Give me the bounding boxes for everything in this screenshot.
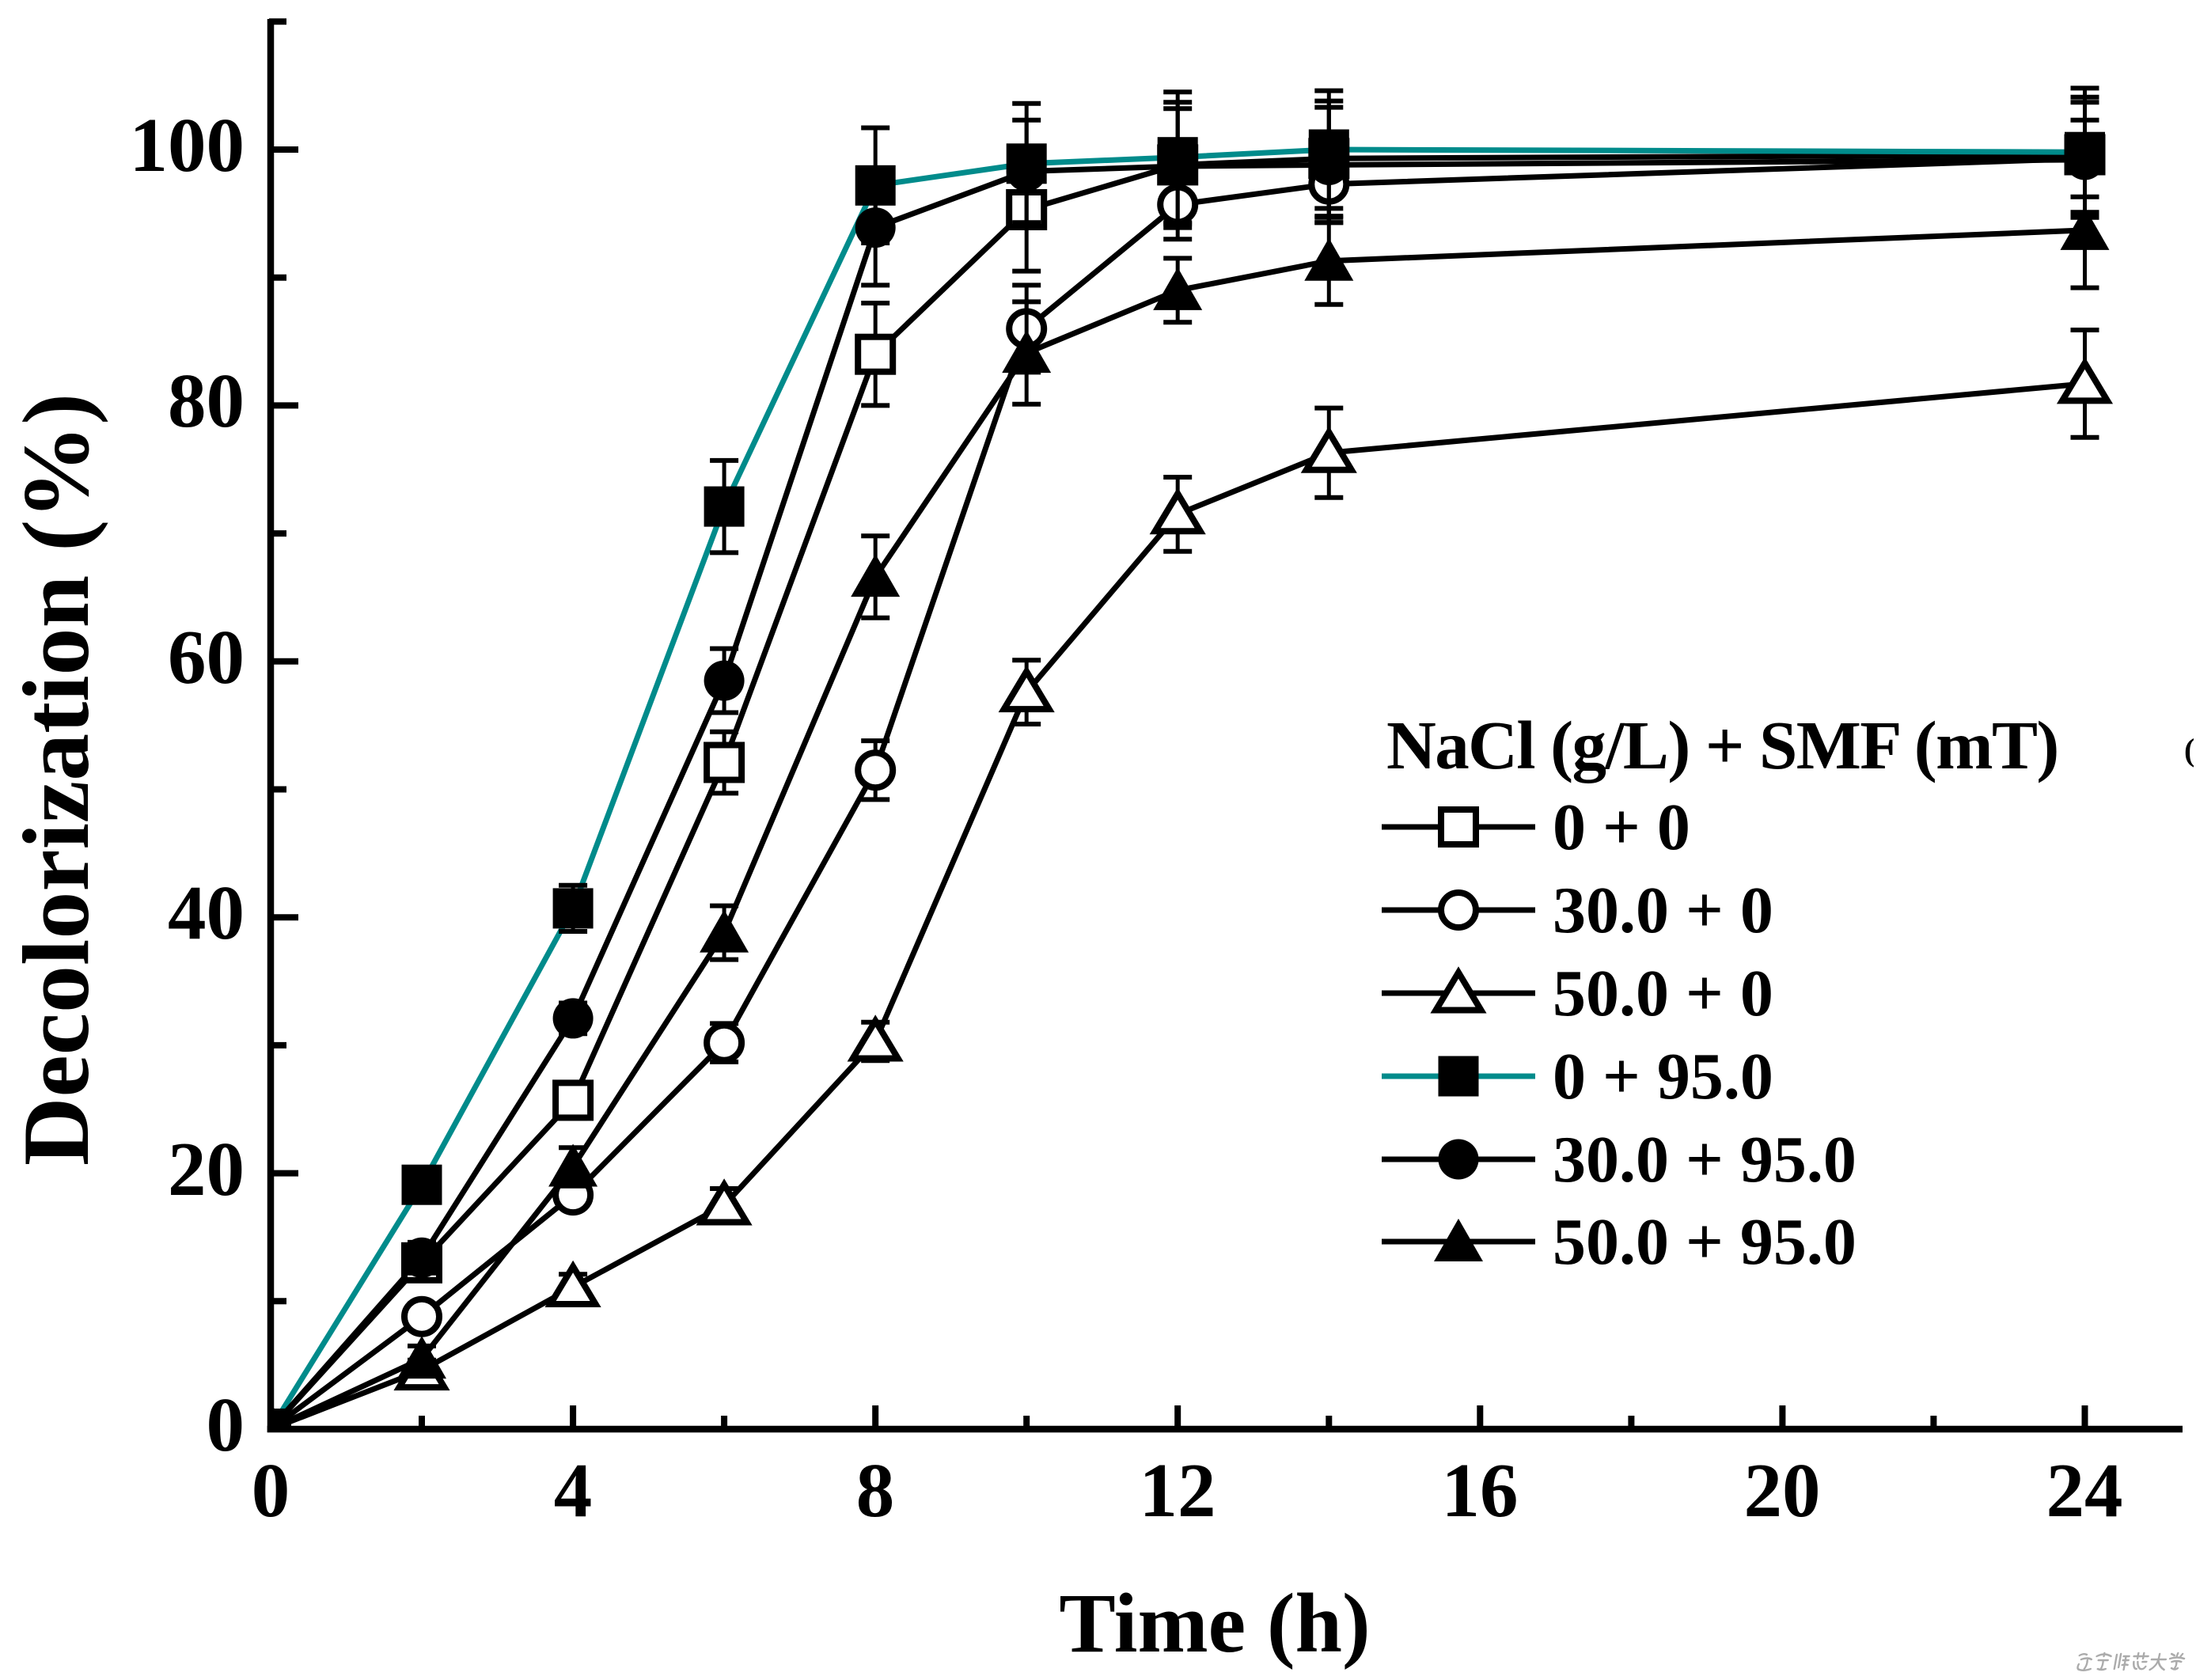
- svg-text:Time (h): Time (h): [1059, 1577, 1370, 1671]
- svg-text:Decolorization (%): Decolorization (%): [3, 393, 108, 1166]
- svg-text:60: 60: [168, 615, 245, 700]
- svg-text:16: 16: [1442, 1448, 1519, 1533]
- svg-text:80: 80: [168, 358, 245, 443]
- svg-text:100: 100: [130, 103, 245, 188]
- svg-text:30.0 + 0: 30.0 + 0: [1553, 874, 1773, 947]
- svg-text:20: 20: [168, 1127, 245, 1212]
- svg-text:20: 20: [1744, 1448, 1821, 1533]
- svg-text:12: 12: [1140, 1448, 1216, 1533]
- svg-text:4: 4: [554, 1448, 593, 1533]
- svg-text:NaCl (g/L) + SMF (mT): NaCl (g/L) + SMF (mT): [1386, 707, 2058, 783]
- svg-text:0: 0: [207, 1382, 245, 1467]
- svg-text:(: (: [2184, 732, 2194, 768]
- svg-text:50.0 + 0: 50.0 + 0: [1553, 957, 1773, 1030]
- svg-text:0 + 0: 0 + 0: [1553, 791, 1690, 864]
- svg-text:40: 40: [168, 870, 245, 955]
- svg-text:50.0 + 95.0: 50.0 + 95.0: [1553, 1205, 1857, 1279]
- svg-text:0 + 95.0: 0 + 95.0: [1553, 1040, 1773, 1113]
- svg-text:0: 0: [252, 1448, 290, 1533]
- svg-text:24: 24: [2046, 1448, 2123, 1533]
- svg-text:30.0 + 95.0: 30.0 + 95.0: [1553, 1123, 1857, 1196]
- svg-text:8: 8: [856, 1448, 895, 1533]
